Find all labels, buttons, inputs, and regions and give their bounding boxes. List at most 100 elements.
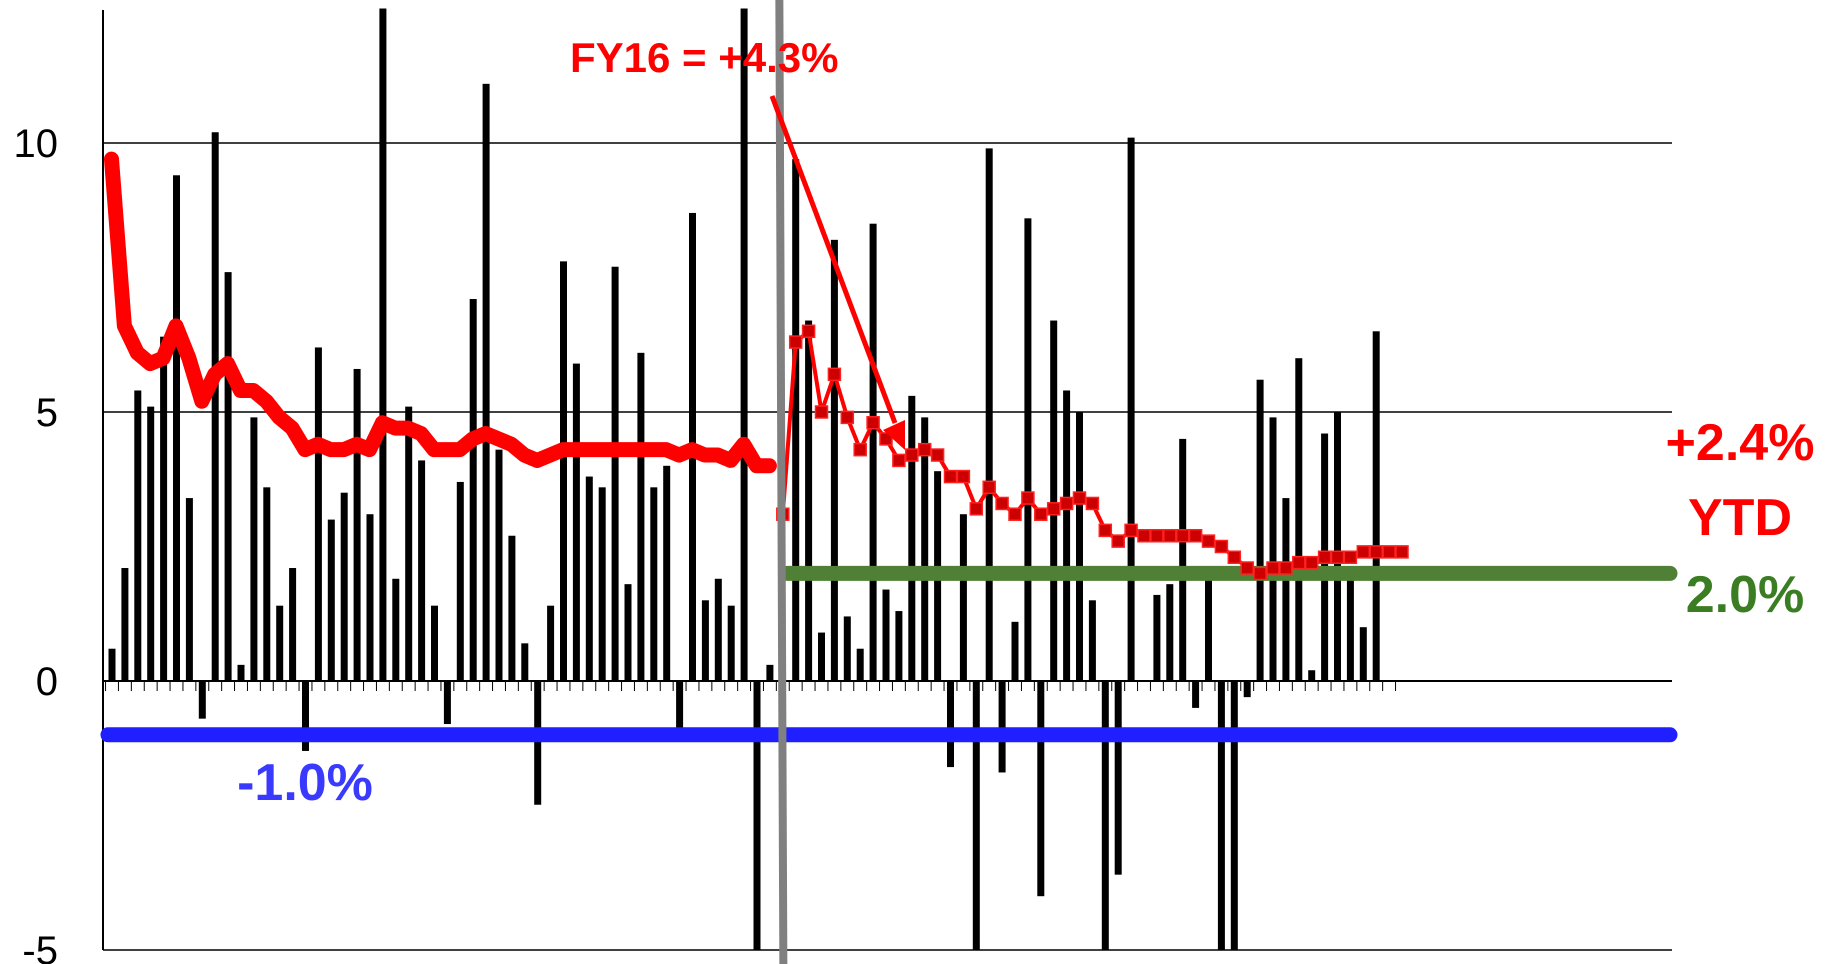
y-axis-tick-labels: 10 5 0 -5 [14, 122, 59, 964]
bar [1011, 621, 1019, 681]
ytd-marker [1343, 550, 1358, 565]
ytd-marker [1356, 545, 1371, 559]
bar [1192, 681, 1200, 708]
ytd-marker [1240, 561, 1254, 575]
ytd-marker [1292, 555, 1306, 570]
ytd-marker [1085, 496, 1100, 511]
bar [1166, 584, 1174, 681]
bar [443, 681, 451, 725]
ytd-marker [1201, 534, 1216, 548]
bar [1295, 358, 1303, 681]
bar [895, 611, 903, 681]
bar [753, 681, 761, 950]
ytd-marker [1395, 545, 1409, 559]
ytd-marker [840, 410, 855, 425]
bar [701, 600, 709, 681]
bar [1269, 417, 1277, 681]
bar [1024, 218, 1032, 681]
bar [1088, 600, 1096, 681]
bar [766, 664, 774, 681]
bar [508, 535, 516, 681]
ytd-marker [995, 496, 1009, 511]
bar [985, 148, 993, 681]
bar [882, 589, 890, 681]
bar [843, 616, 851, 681]
ytd-marker [1330, 550, 1345, 565]
ytd-marker [982, 480, 996, 495]
ytd-marker [956, 469, 971, 484]
ytd-marker [1253, 566, 1267, 581]
ytd-marker [1034, 507, 1048, 521]
bar [134, 390, 142, 681]
bar [624, 584, 632, 681]
bar [302, 681, 309, 751]
ytd-marker [1059, 496, 1074, 511]
bar [431, 605, 438, 681]
bar [1372, 331, 1380, 681]
bar [482, 83, 490, 681]
bar [108, 648, 116, 681]
bar [1076, 412, 1083, 681]
bar [1308, 670, 1316, 681]
bar [1101, 681, 1109, 950]
ytd-marker [1163, 528, 1177, 543]
bar [856, 648, 864, 681]
bar [1205, 573, 1212, 681]
y-tick-label: 10 [14, 122, 59, 166]
ytd-marker [866, 416, 880, 430]
bar [250, 417, 258, 681]
bar [495, 449, 503, 681]
bar [998, 681, 1006, 773]
bar [637, 352, 645, 681]
bar [534, 681, 542, 805]
ytd-marker [788, 335, 803, 349]
ytd-marker [905, 448, 919, 462]
ytd-marker [1046, 502, 1061, 516]
ytd-marker [1072, 491, 1087, 505]
bar [830, 239, 838, 681]
ytd-marker [1175, 528, 1190, 543]
ytd-marker [853, 442, 867, 457]
bar [611, 266, 619, 681]
bars [108, 8, 1380, 950]
bar [1179, 438, 1187, 681]
bar [572, 363, 580, 681]
ytd-marker [1188, 528, 1203, 543]
ytd-marker [827, 367, 842, 382]
ytd-marker [1227, 550, 1242, 565]
x-axis-ticks [105, 681, 1397, 691]
bar [1217, 681, 1225, 950]
bar [727, 605, 735, 681]
bar [1114, 681, 1122, 875]
fy16-annotation: FY16 = +4.3% [570, 34, 839, 81]
ytd-marker [917, 442, 932, 457]
y-tick-label: -5 [22, 929, 58, 964]
bar [405, 406, 413, 681]
bar [1063, 390, 1071, 681]
bar [289, 568, 297, 681]
ytd-word-label: YTD [1688, 489, 1792, 547]
bar [521, 643, 529, 681]
bar [353, 368, 361, 681]
ytd-marker [969, 502, 984, 516]
bar [1334, 412, 1341, 681]
bar [598, 487, 606, 681]
bar [1050, 320, 1058, 681]
y-tick-label: 5 [36, 391, 58, 435]
bar [327, 519, 335, 681]
bar [1230, 681, 1238, 950]
floor-label: -1.0% [237, 754, 373, 812]
bar [908, 395, 916, 681]
fy16-annotation-arrow [769, 95, 905, 450]
ytd-marker [1111, 534, 1125, 548]
ytd-marker [943, 469, 958, 484]
bar [1256, 379, 1264, 681]
bar [314, 347, 322, 681]
bar [160, 336, 168, 681]
bar [585, 476, 593, 681]
fy16-running-average-line [104, 151, 777, 474]
ytd-marker [892, 453, 906, 468]
bar [650, 487, 658, 681]
gridlines [103, 142, 1672, 951]
bar [740, 8, 748, 681]
